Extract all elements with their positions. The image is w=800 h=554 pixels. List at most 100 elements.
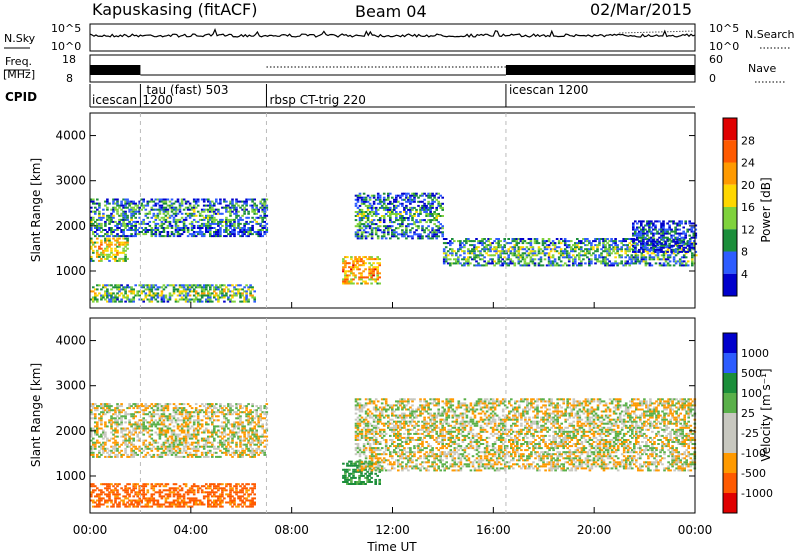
power-cell xyxy=(241,229,244,231)
power-cell xyxy=(144,222,148,225)
power-cell xyxy=(616,250,619,253)
velocity-cell xyxy=(180,411,184,414)
power-cell xyxy=(364,198,368,201)
power-cell xyxy=(362,235,366,238)
velocity-cell xyxy=(140,409,143,412)
velocity-cell xyxy=(126,493,129,496)
power-cell xyxy=(652,244,655,247)
power-cell xyxy=(190,229,194,231)
power-cell xyxy=(640,236,643,239)
power-cell xyxy=(433,211,436,213)
velocity-cell xyxy=(202,431,206,434)
velocity-cell xyxy=(235,421,238,424)
power-cell xyxy=(368,233,372,236)
power-cell xyxy=(501,250,504,253)
power-cell xyxy=(501,252,504,255)
power-cell xyxy=(132,220,135,223)
power-cell xyxy=(634,232,637,235)
velocity-cell xyxy=(140,423,143,426)
velocity-cell xyxy=(213,425,216,428)
power-cell xyxy=(192,227,196,229)
velocity-cell xyxy=(180,425,184,428)
velocity-cell xyxy=(152,441,156,444)
velocity-cell xyxy=(219,449,222,452)
power-cell xyxy=(372,274,375,277)
power-cell xyxy=(622,238,625,240)
power-cell xyxy=(164,220,168,223)
power-cell xyxy=(108,284,111,287)
power-cell xyxy=(680,236,683,239)
power-cell xyxy=(184,294,188,297)
velocity-cell xyxy=(116,447,119,450)
freq-block-late xyxy=(505,65,695,75)
velocity-cell xyxy=(166,419,170,422)
velocity-cell xyxy=(118,451,121,454)
power-cell xyxy=(205,224,208,227)
velocity-cell xyxy=(96,439,99,442)
velocity-cell xyxy=(160,407,164,410)
power-cell xyxy=(104,241,107,244)
velocity-cell xyxy=(160,503,164,506)
velocity-cell xyxy=(112,441,115,444)
power-cell xyxy=(378,229,382,232)
velocity-cell xyxy=(174,455,178,458)
power-cell xyxy=(423,206,426,209)
power-cell xyxy=(561,240,565,243)
power-cell xyxy=(194,214,198,217)
power-cell xyxy=(553,260,557,263)
power-cell xyxy=(176,235,180,238)
power-cell xyxy=(563,262,567,265)
velocity-cell xyxy=(196,439,200,442)
power-cell xyxy=(499,254,502,257)
velocity-cell xyxy=(104,441,107,444)
power-cell xyxy=(374,198,378,201)
power-cell xyxy=(122,198,125,201)
velocity-cell xyxy=(188,447,192,450)
power-cell xyxy=(154,229,158,231)
power-cell xyxy=(126,243,129,246)
power-cell xyxy=(626,238,629,240)
velocity-cell xyxy=(90,409,93,412)
power-cell xyxy=(676,232,679,235)
velocity-cell xyxy=(223,451,226,454)
velocity-cell xyxy=(154,403,158,406)
power-cell xyxy=(174,229,178,231)
power-cell xyxy=(539,252,543,255)
power-cell xyxy=(648,256,652,259)
power-cell xyxy=(176,294,180,297)
power-cell xyxy=(465,240,468,243)
power-cell xyxy=(178,204,182,207)
power-cell xyxy=(499,246,502,249)
power-cell xyxy=(104,237,107,240)
velocity-cell xyxy=(217,411,220,414)
power-cell xyxy=(134,227,137,229)
power-cell xyxy=(435,208,438,211)
power-cell xyxy=(459,240,462,243)
velocity-cell xyxy=(92,403,95,406)
power-cell xyxy=(372,268,375,271)
velocity-cell xyxy=(98,455,101,458)
velocity-cell xyxy=(196,443,200,446)
power-cell xyxy=(106,237,109,240)
velocity-cell xyxy=(146,427,150,430)
power-cell xyxy=(387,231,390,234)
power-cell xyxy=(590,254,593,257)
power-cell xyxy=(549,256,553,259)
velocity-cell xyxy=(174,441,178,444)
power-cell xyxy=(565,244,569,247)
power-cell xyxy=(427,194,430,197)
power-cell xyxy=(184,292,188,295)
power-cell xyxy=(122,229,125,231)
power-cell xyxy=(219,286,222,289)
velocity-cell xyxy=(176,433,180,436)
power-cell xyxy=(650,246,653,249)
power-cell xyxy=(638,240,641,243)
power-cell xyxy=(356,200,360,203)
power-cell xyxy=(652,246,655,249)
power-cell xyxy=(104,204,107,207)
power-cell xyxy=(674,222,677,225)
velocity-cell xyxy=(194,449,198,452)
power-cell xyxy=(263,214,266,217)
power-cell xyxy=(378,276,381,279)
power-cell xyxy=(235,284,238,287)
